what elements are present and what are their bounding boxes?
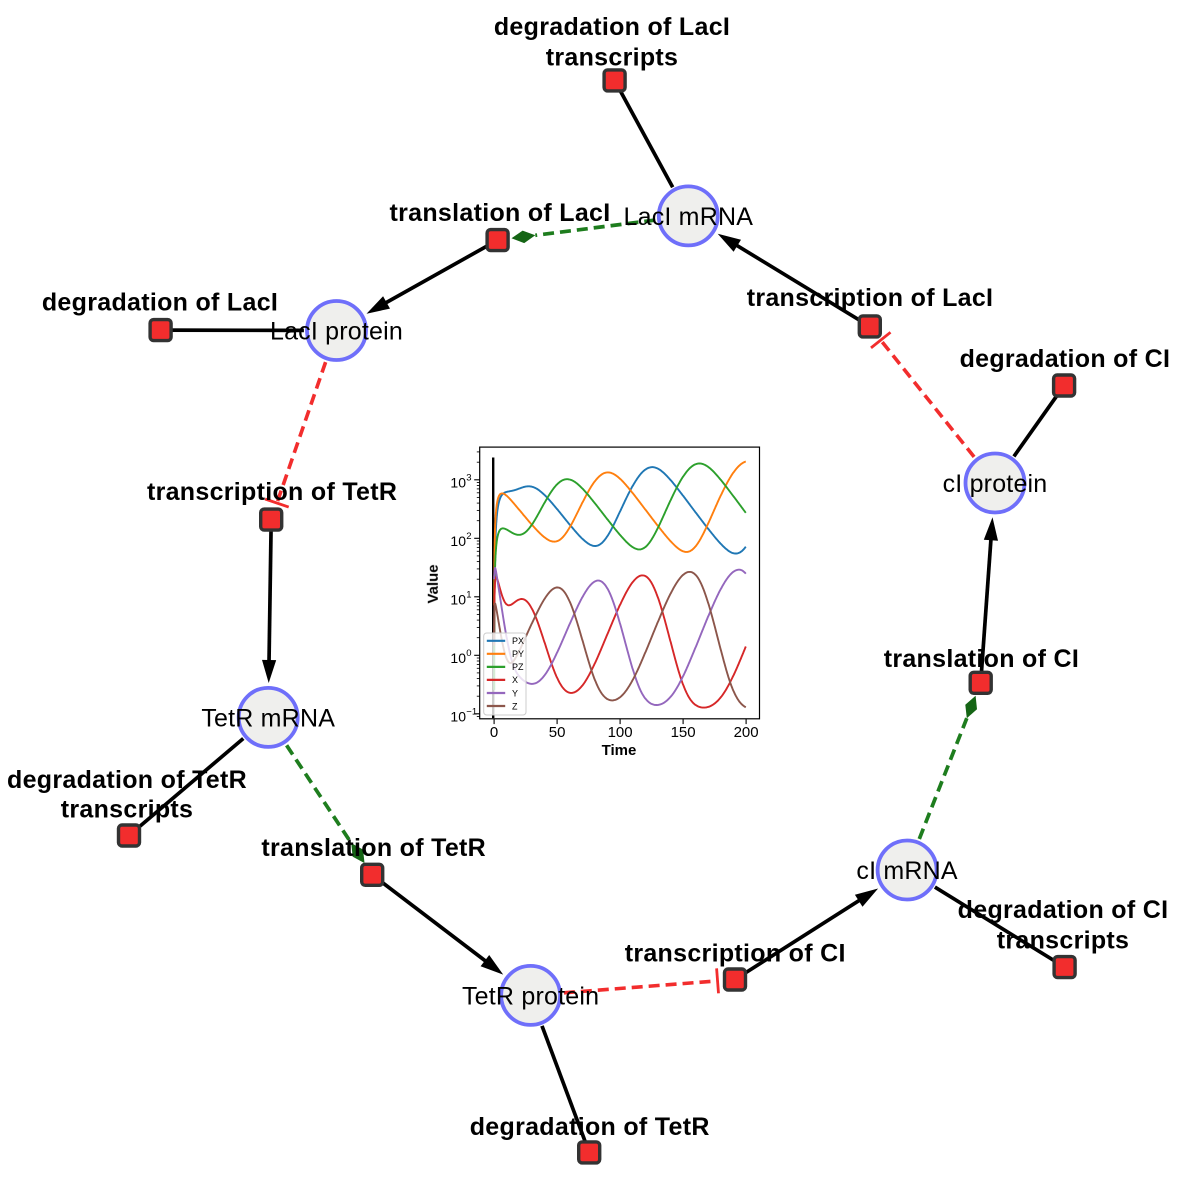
svg-text:Value: Value — [425, 564, 442, 603]
svg-text:100: 100 — [608, 724, 633, 741]
svg-text:X: X — [512, 675, 518, 685]
svg-text:degradation of LacI: degradation of LacI — [42, 289, 278, 317]
svg-text:200: 200 — [734, 724, 759, 741]
svg-text:10: 10 — [450, 592, 466, 608]
svg-text:transcription of CI: transcription of CI — [625, 940, 846, 968]
svg-text:transcripts: transcripts — [61, 796, 194, 824]
svg-text:TetR protein: TetR protein — [462, 982, 599, 1010]
svg-text:10: 10 — [450, 650, 466, 666]
svg-text:TetR mRNA: TetR mRNA — [201, 704, 335, 732]
svg-text:0: 0 — [490, 724, 498, 741]
svg-text:degradation of LacI: degradation of LacI — [494, 13, 730, 41]
svg-text:cI mRNA: cI mRNA — [856, 857, 958, 885]
svg-text:1: 1 — [466, 589, 471, 600]
svg-text:2: 2 — [466, 531, 471, 542]
svg-text:transcripts: transcripts — [546, 44, 679, 72]
svg-text:translation of LacI: translation of LacI — [389, 199, 610, 227]
svg-text:10: 10 — [450, 709, 466, 725]
svg-text:degradation of TetR: degradation of TetR — [470, 1113, 710, 1141]
svg-text:10: 10 — [450, 533, 466, 549]
svg-text:PZ: PZ — [512, 662, 524, 672]
svg-text:150: 150 — [671, 724, 696, 741]
svg-text:degradation of TetR: degradation of TetR — [7, 766, 247, 794]
svg-text:PY: PY — [512, 649, 524, 659]
svg-text:degradation of CI: degradation of CI — [958, 896, 1169, 924]
svg-text:Y: Y — [512, 688, 518, 698]
svg-text:transcription of TetR: transcription of TetR — [147, 478, 397, 506]
svg-text:translation of CI: translation of CI — [884, 645, 1079, 673]
svg-text:−1: −1 — [466, 706, 477, 717]
svg-text:transcription of LacI: transcription of LacI — [747, 284, 994, 312]
svg-text:10: 10 — [450, 475, 466, 491]
svg-text:3: 3 — [466, 472, 471, 483]
svg-text:degradation of CI: degradation of CI — [960, 345, 1171, 373]
svg-text:LacI protein: LacI protein — [270, 318, 403, 346]
svg-text:translation of TetR: translation of TetR — [261, 834, 486, 862]
svg-text:transcripts: transcripts — [997, 927, 1130, 955]
svg-text:50: 50 — [549, 724, 566, 741]
svg-text:LacI mRNA: LacI mRNA — [623, 203, 753, 231]
svg-text:Z: Z — [512, 701, 518, 711]
svg-text:0: 0 — [466, 648, 471, 659]
svg-text:cI protein: cI protein — [943, 470, 1048, 498]
svg-text:Time: Time — [602, 742, 637, 759]
svg-text:PX: PX — [512, 636, 524, 646]
